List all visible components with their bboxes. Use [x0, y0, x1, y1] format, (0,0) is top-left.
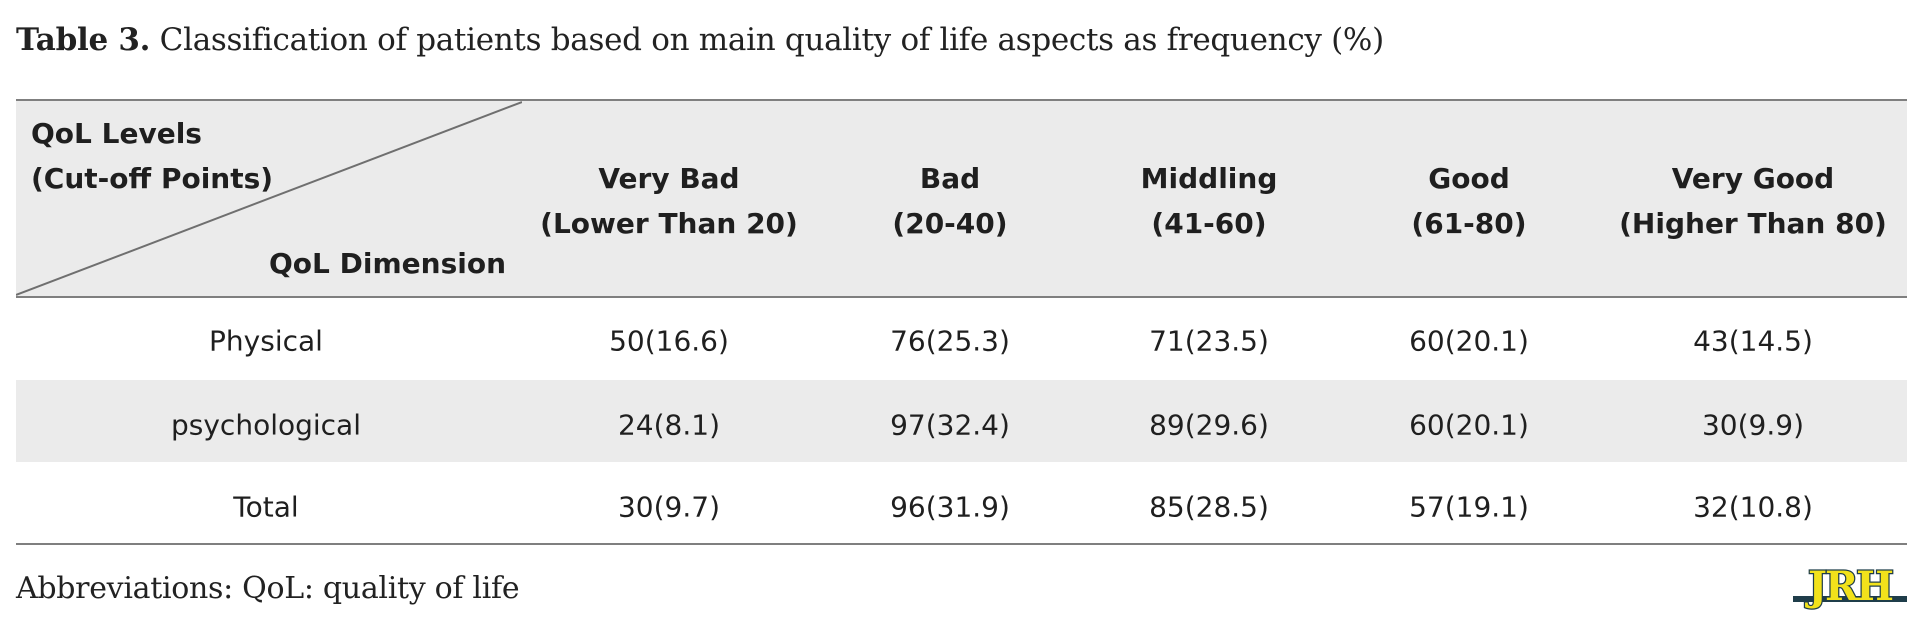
row-label: Total	[233, 490, 299, 524]
corner-header-levels: QoL Levels (Cut-off Points)	[31, 111, 273, 201]
row-label: psychological	[171, 408, 361, 442]
column-header-range: (Higher Than 80)	[1619, 207, 1887, 240]
row-label: Physical	[209, 324, 323, 358]
column-header-bad: Bad (20-40)	[892, 156, 1007, 246]
column-header-label: Middling	[1140, 162, 1278, 195]
table-cell: 71(23.5)	[1149, 324, 1269, 358]
journal-logo: JRH	[1793, 566, 1907, 610]
table-header-rule	[16, 296, 1907, 298]
table-cell: 97(32.4)	[890, 408, 1010, 442]
column-header-range: (Lower Than 20)	[540, 207, 798, 240]
column-header-label: Very Good	[1671, 162, 1835, 195]
table-cell: 30(9.9)	[1701, 408, 1805, 442]
logo-lettering: JRH	[1805, 566, 1892, 610]
column-header-label: Very Bad	[598, 162, 740, 195]
table-header-background	[16, 101, 1907, 296]
column-header-range: (20-40)	[892, 207, 1008, 240]
table-cell: 32(10.8)	[1693, 490, 1813, 524]
table-cell: 85(28.5)	[1149, 490, 1269, 524]
column-header-very-good: Very Good (Higher Than 80)	[1619, 156, 1887, 246]
caption-text: Classification of patients based on main…	[150, 22, 1385, 58]
column-header-label: Good	[1428, 162, 1510, 195]
table-cell: 43(14.5)	[1693, 324, 1813, 358]
table-cell: 96(31.9)	[890, 490, 1010, 524]
corner-levels-line2: (Cut-off Points)	[31, 162, 274, 195]
table-row-band-psychological	[16, 380, 1907, 462]
corner-levels-line1: QoL Levels	[31, 117, 202, 150]
table-bottom-rule	[16, 543, 1907, 545]
corner-diagonal-divider	[16, 101, 522, 296]
table-cell: 89(29.6)	[1149, 408, 1269, 442]
table-cell: 30(9.7)	[617, 490, 721, 524]
table-cell: 50(16.6)	[609, 324, 729, 358]
corner-header-dimension: QoL Dimension	[269, 247, 507, 280]
column-header-label: Bad	[919, 162, 981, 195]
column-header-good: Good (61-80)	[1411, 156, 1526, 246]
caption-label: Table 3.	[16, 22, 151, 58]
table-footnote: Abbreviations: QoL: quality of life	[16, 571, 520, 606]
table-cell: 57(19.1)	[1409, 490, 1529, 524]
column-header-range: (41-60)	[1151, 207, 1267, 240]
table-cell: 60(20.1)	[1409, 324, 1529, 358]
table-caption: Table 3. Classification of patients base…	[16, 22, 1384, 58]
table-cell: 60(20.1)	[1409, 408, 1529, 442]
column-header-range: (61-80)	[1411, 207, 1527, 240]
table-cell: 76(25.3)	[890, 324, 1010, 358]
table-top-rule	[16, 99, 1907, 101]
table-cell: 24(8.1)	[617, 408, 721, 442]
column-header-middling: Middling (41-60)	[1141, 156, 1278, 246]
column-header-very-bad: Very Bad (Lower Than 20)	[540, 156, 798, 246]
logo-underline	[1793, 596, 1907, 602]
